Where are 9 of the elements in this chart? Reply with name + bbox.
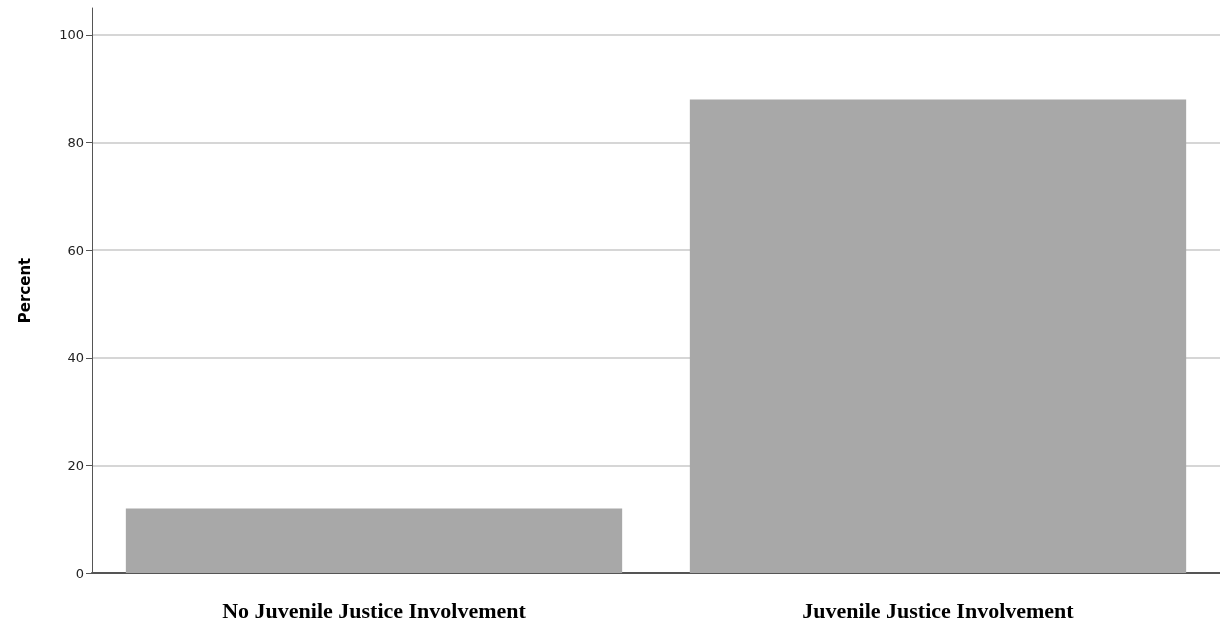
x-tick-label: Juvenile Justice Involvement bbox=[802, 597, 1075, 623]
y-tick-label: 100 bbox=[59, 27, 84, 43]
x-tick-label: No Juvenile Justice Involvement bbox=[222, 597, 527, 623]
y-tick-label: 80 bbox=[67, 135, 84, 151]
y-tick-label: 40 bbox=[67, 350, 84, 366]
y-tick-label: 20 bbox=[67, 457, 84, 473]
y-axis-title: Percent bbox=[15, 257, 34, 324]
y-tick-label: 0 bbox=[75, 565, 84, 581]
y-tick-label: 60 bbox=[67, 242, 84, 258]
